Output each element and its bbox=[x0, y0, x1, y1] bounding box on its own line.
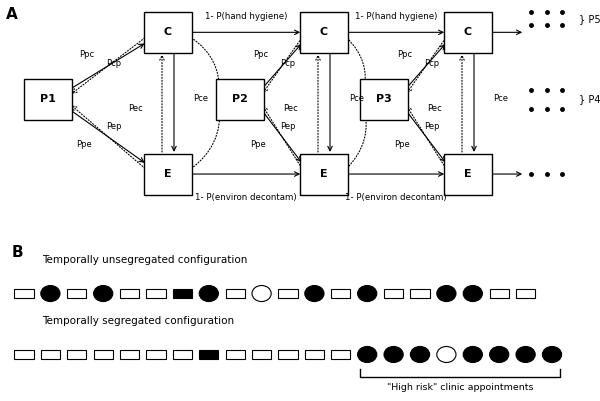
Text: Ppc: Ppc bbox=[253, 50, 269, 59]
Text: Pce: Pce bbox=[350, 94, 365, 103]
Text: Ppe: Ppe bbox=[250, 140, 266, 149]
Bar bbox=[41, 350, 60, 359]
Text: Pec: Pec bbox=[128, 103, 142, 113]
Ellipse shape bbox=[410, 346, 430, 363]
Text: Temporally segregated configuration: Temporally segregated configuration bbox=[42, 316, 234, 326]
Text: Pep: Pep bbox=[424, 122, 440, 131]
Bar bbox=[305, 350, 324, 359]
Text: Pec: Pec bbox=[428, 103, 442, 113]
Text: Pec: Pec bbox=[284, 103, 298, 113]
Text: Pce: Pce bbox=[494, 94, 509, 103]
Text: Ppe: Ppe bbox=[76, 140, 92, 149]
Text: P3: P3 bbox=[376, 95, 392, 104]
Ellipse shape bbox=[41, 286, 60, 302]
FancyBboxPatch shape bbox=[144, 12, 192, 53]
Bar bbox=[226, 350, 245, 359]
Ellipse shape bbox=[463, 346, 482, 363]
Text: Pcp: Pcp bbox=[106, 59, 122, 68]
Text: C: C bbox=[320, 27, 328, 37]
Ellipse shape bbox=[437, 346, 456, 363]
Ellipse shape bbox=[384, 346, 403, 363]
Text: 1- P(hand hygiene): 1- P(hand hygiene) bbox=[205, 12, 287, 21]
Text: Pcp: Pcp bbox=[280, 59, 296, 68]
Bar bbox=[199, 350, 218, 359]
Bar bbox=[173, 289, 192, 298]
Ellipse shape bbox=[358, 346, 377, 363]
Text: Pep: Pep bbox=[280, 122, 296, 131]
Text: P1: P1 bbox=[40, 95, 56, 104]
Bar bbox=[331, 350, 350, 359]
Text: Ppe: Ppe bbox=[394, 140, 410, 149]
FancyBboxPatch shape bbox=[444, 154, 492, 194]
Text: 1- P(hand hygiene): 1- P(hand hygiene) bbox=[355, 12, 437, 21]
Ellipse shape bbox=[252, 286, 271, 302]
FancyBboxPatch shape bbox=[24, 79, 72, 120]
FancyBboxPatch shape bbox=[360, 79, 408, 120]
Bar bbox=[146, 350, 166, 359]
FancyBboxPatch shape bbox=[300, 12, 348, 53]
Ellipse shape bbox=[305, 286, 324, 302]
Ellipse shape bbox=[358, 286, 377, 302]
Bar bbox=[146, 289, 166, 298]
Ellipse shape bbox=[94, 286, 113, 302]
Text: C: C bbox=[164, 27, 172, 37]
Bar bbox=[14, 289, 34, 298]
Text: 1- P(environ decontam): 1- P(environ decontam) bbox=[195, 193, 297, 202]
Bar bbox=[278, 289, 298, 298]
Bar bbox=[516, 289, 535, 298]
Bar bbox=[490, 289, 509, 298]
Text: Pce: Pce bbox=[193, 94, 209, 103]
Bar bbox=[67, 350, 86, 359]
Text: E: E bbox=[320, 169, 328, 179]
Text: A: A bbox=[6, 8, 18, 22]
Bar bbox=[67, 289, 86, 298]
Ellipse shape bbox=[437, 286, 456, 302]
Bar bbox=[14, 350, 34, 359]
Text: B: B bbox=[12, 245, 23, 260]
Text: Ppc: Ppc bbox=[79, 50, 95, 59]
Bar bbox=[173, 350, 192, 359]
Ellipse shape bbox=[542, 346, 562, 363]
Ellipse shape bbox=[199, 286, 218, 302]
Text: Pep: Pep bbox=[106, 122, 122, 131]
Text: } P4: } P4 bbox=[579, 95, 600, 104]
Bar bbox=[94, 350, 113, 359]
Text: C: C bbox=[464, 27, 472, 37]
Bar bbox=[120, 289, 139, 298]
Bar bbox=[384, 289, 403, 298]
Bar bbox=[278, 350, 298, 359]
FancyBboxPatch shape bbox=[300, 154, 348, 194]
FancyBboxPatch shape bbox=[144, 154, 192, 194]
Bar bbox=[226, 289, 245, 298]
Bar bbox=[252, 350, 271, 359]
Text: Temporally unsegregated configuration: Temporally unsegregated configuration bbox=[42, 255, 247, 265]
FancyBboxPatch shape bbox=[216, 79, 264, 120]
Text: E: E bbox=[164, 169, 172, 179]
Ellipse shape bbox=[516, 346, 535, 363]
Text: Pcp: Pcp bbox=[424, 59, 440, 68]
Text: E: E bbox=[464, 169, 472, 179]
Text: "High risk" clinic appointments: "High risk" clinic appointments bbox=[387, 383, 533, 392]
Text: 1- P(environ decontam): 1- P(environ decontam) bbox=[345, 193, 447, 202]
Text: Ppc: Ppc bbox=[397, 50, 413, 59]
Ellipse shape bbox=[490, 346, 509, 363]
Bar bbox=[410, 289, 430, 298]
Bar bbox=[331, 289, 350, 298]
Bar bbox=[120, 350, 139, 359]
FancyBboxPatch shape bbox=[444, 12, 492, 53]
Text: } P5: } P5 bbox=[579, 14, 600, 24]
Ellipse shape bbox=[463, 286, 482, 302]
Text: P2: P2 bbox=[232, 95, 248, 104]
